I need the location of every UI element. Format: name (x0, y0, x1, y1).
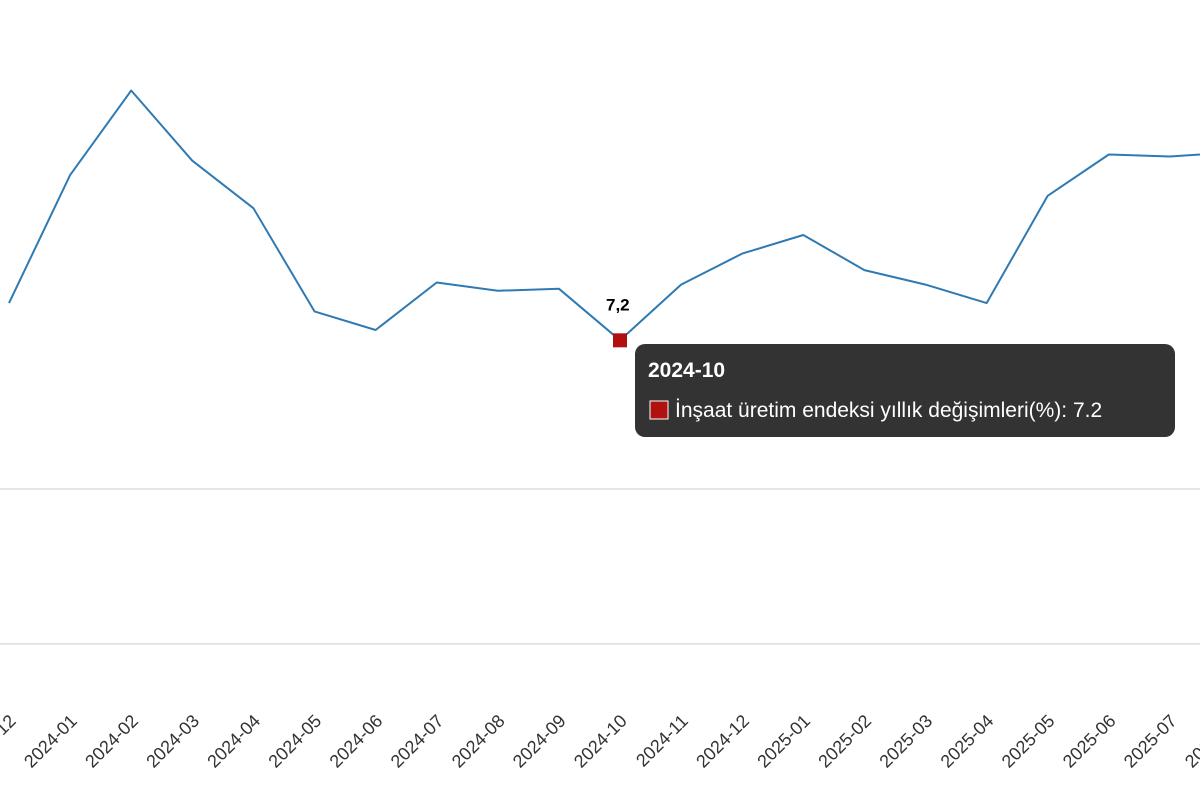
data-point[interactable] (675, 279, 687, 291)
data-point[interactable] (431, 277, 443, 289)
tooltip-series-swatch (649, 400, 669, 420)
data-point[interactable] (370, 324, 382, 336)
tooltip-background (635, 344, 1175, 437)
x-tick-label: 2024-09 (509, 711, 570, 772)
x-tick-label: 2025-04 (937, 711, 998, 772)
x-tick-label: 2024-12 (692, 711, 753, 772)
data-point[interactable] (3, 297, 15, 309)
x-tick-label: 2024-05 (264, 711, 325, 772)
x-tick-label: 2024-03 (142, 711, 203, 772)
x-tick-label: 2025-01 (753, 711, 814, 772)
data-point[interactable] (920, 279, 932, 291)
data-label: 7,2 (606, 295, 630, 314)
x-tick-label: 2024-02 (81, 711, 142, 772)
x-tick-label: 2025-03 (875, 711, 936, 772)
tooltip-value-text: İnşaat üretim endeksi yıllık değişimleri… (675, 399, 1102, 422)
data-point[interactable] (309, 305, 321, 317)
data-point[interactable] (1103, 148, 1115, 160)
series-line-0 (8, 89, 1200, 342)
tooltip: 2024-10 İnşaat üretim endeksi yıllık değ… (635, 344, 1175, 437)
grid-layer (0, 488, 1200, 645)
x-tick-label: 2024-04 (203, 711, 264, 772)
data-point[interactable] (492, 285, 504, 297)
data-point[interactable] (247, 202, 259, 214)
data-point[interactable] (553, 283, 565, 295)
x-tick-label: 2023-12 (0, 711, 20, 772)
x-tick-label: 2025-02 (814, 711, 875, 772)
x-axis-ticks: 2023-12 2024-01 2024-02 2024-03 2024-04 2024-… (0, 711, 1200, 772)
data-point[interactable] (186, 155, 198, 167)
x-tick-label: 2025-07 (1120, 711, 1181, 772)
x-tick-label: 2024-07 (387, 711, 448, 772)
x-tick-label: 2024-11 (632, 711, 692, 771)
series-layer (3, 84, 1200, 342)
highlighted-point-marker[interactable] (613, 333, 627, 348)
x-tick-label: 2024-06 (326, 711, 387, 772)
data-point[interactable] (797, 229, 809, 241)
data-point[interactable] (858, 264, 870, 276)
data-point[interactable] (736, 248, 748, 260)
x-tick-label: 2025-06 (1059, 711, 1120, 772)
x-tick-label: 2024-08 (448, 711, 509, 772)
data-point[interactable] (1042, 190, 1054, 202)
data-point[interactable] (64, 169, 76, 181)
x-tick-label: 2024-10 (570, 711, 631, 772)
tooltip-title: 2024-10 (648, 359, 725, 382)
x-tick-label: 2025-05 (998, 711, 1059, 772)
x-tick-label: 2025-08 (1181, 711, 1200, 772)
x-tick-label: 2024-01 (20, 711, 81, 772)
data-point[interactable] (1164, 151, 1176, 163)
marker-layer: 7,2 (606, 295, 630, 348)
data-point[interactable] (981, 297, 993, 309)
data-point[interactable] (125, 84, 137, 96)
